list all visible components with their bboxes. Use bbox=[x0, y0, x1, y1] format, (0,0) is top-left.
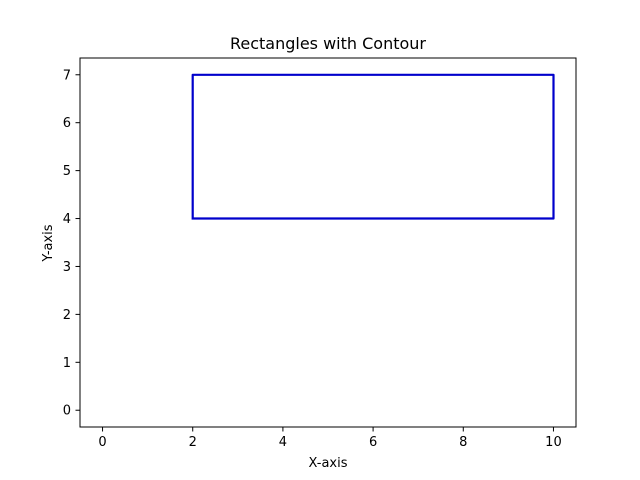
y-tick-label: 0 bbox=[63, 404, 71, 419]
x-tick-label: 8 bbox=[459, 435, 467, 450]
x-axis-title: X-axis bbox=[309, 456, 348, 471]
y-tick-label: 3 bbox=[63, 260, 71, 275]
y-axis-title: Y-axis bbox=[41, 224, 56, 262]
x-tick-label: 0 bbox=[98, 435, 106, 450]
y-tick-label: 6 bbox=[63, 116, 71, 131]
x-tick-label: 10 bbox=[545, 435, 562, 450]
x-tick-label: 2 bbox=[189, 435, 197, 450]
x-tick-label: 6 bbox=[369, 435, 377, 450]
rectangle-contour-0 bbox=[191, 73, 555, 220]
chart-title: Rectangles with Contour bbox=[230, 34, 426, 53]
plot-area: 0 2 4 6 8 10 0 1 2 3 4 5 6 7 bbox=[63, 57, 577, 450]
y-tick-label: 4 bbox=[63, 212, 71, 227]
y-tick-label: 5 bbox=[63, 164, 71, 179]
x-tick-label: 4 bbox=[279, 435, 287, 450]
y-tick-label: 2 bbox=[63, 308, 71, 323]
y-tick-label: 1 bbox=[63, 356, 71, 371]
axes-frame bbox=[79, 57, 577, 428]
y-tick-label: 7 bbox=[63, 68, 71, 83]
